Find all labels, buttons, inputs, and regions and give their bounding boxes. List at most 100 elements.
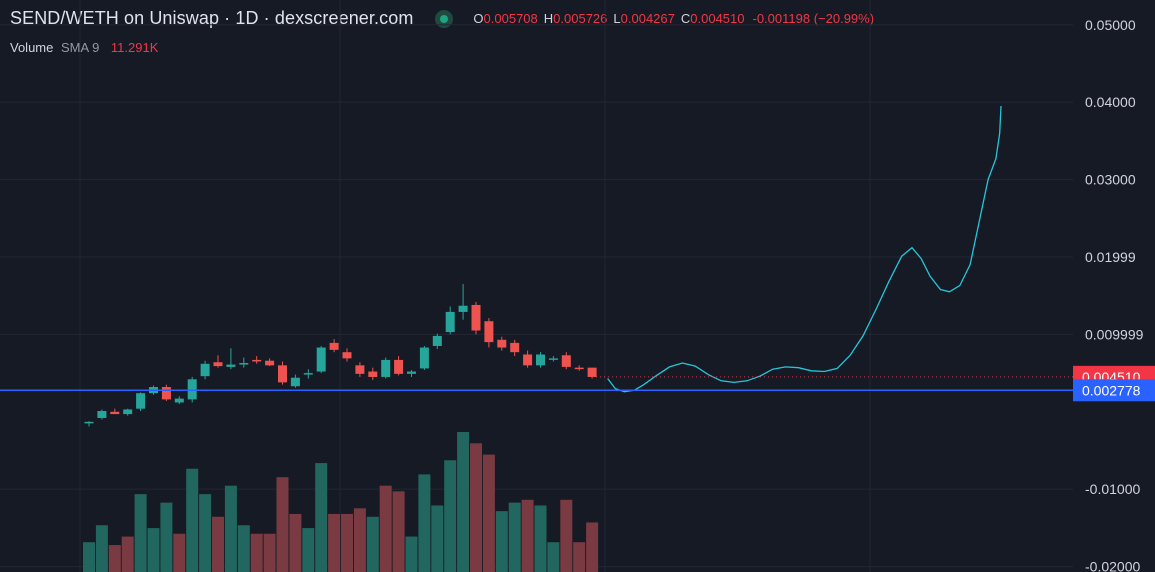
volume-bar: [418, 474, 431, 572]
volume-bar: [392, 491, 405, 572]
open-value: 0.005708: [483, 11, 538, 26]
candle-body: [110, 411, 120, 415]
candle-body: [265, 360, 275, 366]
y-tick-label: 0.01999: [1085, 249, 1136, 265]
y-tick-label: 0.009999: [1085, 326, 1144, 342]
volume-bar: [263, 533, 276, 572]
volume-bar: [302, 528, 315, 572]
volume-bar: [405, 536, 418, 572]
low-value: 0.004267: [620, 11, 675, 26]
volume-legend-value: 11.291K: [110, 40, 159, 55]
volume-bar: [108, 545, 121, 572]
volume-bar: [586, 522, 599, 572]
price-tag-label: 0.002778: [1082, 382, 1141, 398]
close-value: 0.004510: [690, 11, 745, 26]
y-tick-label: 0.04000: [1085, 94, 1136, 110]
candle-body: [161, 387, 171, 400]
live-status-icon[interactable]: [435, 9, 454, 28]
volume-bar: [237, 525, 250, 572]
candle-body: [432, 335, 442, 346]
candle-body: [329, 342, 339, 350]
high-value: 0.005726: [553, 11, 608, 26]
volume-bar: [186, 468, 199, 572]
volume-bar: [482, 454, 495, 572]
candle-body: [536, 354, 545, 366]
volume-bar: [121, 536, 134, 572]
open-label: O: [473, 11, 484, 26]
candle-body: [316, 347, 326, 372]
y-tick-label: -0.01000: [1085, 481, 1140, 497]
candle-body: [445, 311, 455, 333]
volume-bar: [134, 494, 147, 572]
candle-body: [213, 362, 223, 367]
price-axis[interactable]: 0.05000 0.04000 0.03000 0.01999 0.009999 -0.0…: [1085, 17, 1144, 572]
candle-body: [458, 305, 468, 312]
candle-body: [561, 355, 571, 367]
volume-bar: [224, 485, 237, 572]
candle-body: [84, 421, 94, 424]
low-label: L: [613, 11, 621, 26]
volume-bar: [366, 516, 379, 572]
candle-body: [136, 393, 146, 409]
candle-body: [97, 411, 107, 418]
candle-body: [368, 371, 378, 377]
grid: [0, 0, 1073, 572]
candle-body: [226, 364, 236, 367]
y-tick-label: -0.02000: [1085, 559, 1140, 572]
volume-bar: [250, 533, 263, 572]
line-price-tag: 0.002778: [1073, 379, 1155, 402]
volume-bar: [315, 463, 328, 572]
volume-bar: [276, 477, 289, 572]
candle-body: [510, 342, 520, 353]
candle-body: [174, 398, 184, 403]
y-tick-label: 0.05000: [1085, 17, 1136, 33]
candle-body: [290, 377, 300, 387]
volume-bars: [83, 432, 599, 572]
candle-body: [381, 359, 391, 377]
volume-bar: [328, 513, 341, 572]
price-tag-box: [1073, 379, 1155, 402]
volume-bar: [547, 542, 560, 572]
volume-bar: [431, 505, 444, 572]
y-tick-label: 0.03000: [1085, 172, 1136, 188]
volume-bar: [470, 443, 482, 572]
volume-bar: [444, 460, 457, 572]
candle-body: [278, 365, 287, 383]
candle-body: [239, 363, 249, 365]
chart-header: SEND/WETH on Uniswap · 1D · dexscreener.…: [10, 8, 874, 29]
volume-bar: [379, 485, 392, 572]
close-label: C: [680, 11, 691, 26]
volume-legend[interactable]: Volume SMA 9 11.291K: [10, 40, 158, 55]
candle-body: [355, 365, 365, 374]
volume-bar: [495, 511, 508, 572]
volume-bar: [521, 499, 534, 572]
volume-bar: [95, 525, 108, 572]
ohlc-readout: O 0.005708 H 0.005726 L 0.004267 C 0.004510 …: [473, 11, 874, 26]
line-series-path: [607, 105, 1002, 393]
candle-body: [123, 409, 133, 415]
candle-body: [252, 359, 262, 362]
candle-body: [407, 371, 416, 374]
candle-body: [394, 359, 404, 374]
volume-bar: [289, 513, 302, 572]
volume-bar: [341, 513, 353, 572]
candle-body: [574, 367, 584, 370]
change-value: -0.001198 (−20.99%): [752, 11, 875, 26]
volume-bar: [173, 533, 186, 572]
candle-body: [419, 347, 429, 369]
volume-bar: [560, 499, 573, 572]
volume-bar: [534, 505, 547, 572]
candle-body: [471, 304, 481, 331]
candle-body: [200, 363, 210, 377]
volume-bar: [160, 502, 173, 572]
candles: [84, 284, 597, 427]
candle-body: [342, 352, 352, 359]
volume-bar: [457, 432, 470, 572]
volume-bar: [147, 528, 160, 572]
volume-bar: [212, 516, 224, 572]
volume-legend-title: Volume: [10, 40, 54, 55]
volume-bar: [353, 508, 366, 572]
candle-body: [303, 373, 313, 375]
